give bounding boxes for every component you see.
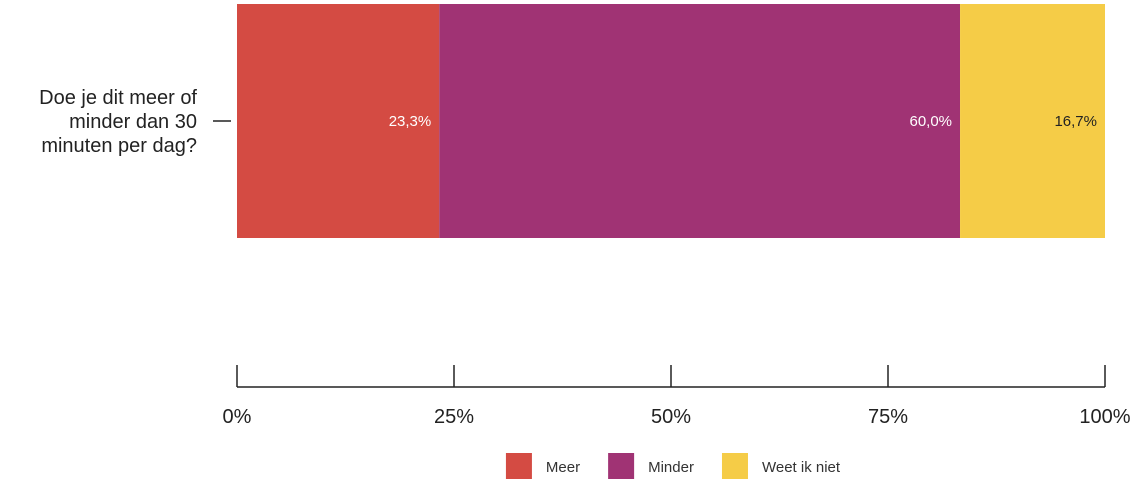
x-tick-label: 0% [223, 406, 252, 428]
bar-segment-2 [960, 4, 1105, 238]
data-label-1: 60,0% [909, 113, 952, 130]
legend-label-0: Meer [546, 459, 580, 476]
legend-swatch-0 [505, 453, 532, 479]
data-label-0: 23,3% [389, 113, 432, 130]
category-label-line: minuten per dag? [41, 135, 197, 157]
bar-segment-0 [237, 4, 440, 238]
data-label-2: 16,7% [1054, 113, 1097, 130]
x-tick-label: 100% [1079, 406, 1130, 428]
legend-label-1: Minder [648, 459, 694, 476]
legend-label-2: Weet ik niet [762, 459, 841, 476]
x-tick-label: 50% [651, 406, 691, 428]
legend: Meer Minder Weet ik niet [505, 453, 841, 479]
bar-segment-1 [439, 4, 961, 238]
bars-group: 23,3% 60,0% 16,7% [237, 4, 1105, 238]
x-axis: 0% 25% 50% 75% 100% [223, 365, 1131, 428]
x-tick-label: 25% [434, 406, 474, 428]
x-tick-label: 75% [868, 406, 908, 428]
category-label-line: minder dan 30 [69, 111, 197, 133]
legend-swatch-1 [608, 453, 635, 479]
legend-swatch-2 [721, 453, 748, 479]
category-label-line: Doe je dit meer of [39, 87, 197, 109]
